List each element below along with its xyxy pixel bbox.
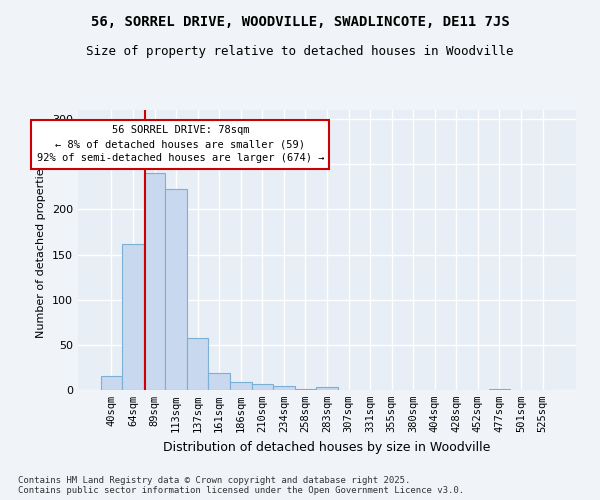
Bar bbox=[273, 386, 295, 390]
Y-axis label: Number of detached properties: Number of detached properties bbox=[37, 162, 46, 338]
X-axis label: Distribution of detached houses by size in Woodville: Distribution of detached houses by size … bbox=[163, 440, 491, 454]
Bar bbox=[295, 389, 316, 390]
Bar bbox=[208, 373, 230, 390]
Text: Contains HM Land Registry data © Crown copyright and database right 2025.
Contai: Contains HM Land Registry data © Crown c… bbox=[18, 476, 464, 495]
Bar bbox=[316, 388, 338, 390]
Bar bbox=[251, 384, 273, 390]
Bar bbox=[187, 338, 208, 390]
Text: Size of property relative to detached houses in Woodville: Size of property relative to detached ho… bbox=[86, 45, 514, 58]
Bar bbox=[144, 173, 166, 390]
Bar bbox=[230, 382, 251, 390]
Bar bbox=[122, 244, 144, 390]
Bar bbox=[166, 190, 187, 390]
Bar bbox=[101, 376, 122, 390]
Text: 56 SORREL DRIVE: 78sqm
← 8% of detached houses are smaller (59)
92% of semi-deta: 56 SORREL DRIVE: 78sqm ← 8% of detached … bbox=[37, 126, 324, 164]
Bar bbox=[488, 389, 510, 390]
Text: 56, SORREL DRIVE, WOODVILLE, SWADLINCOTE, DE11 7JS: 56, SORREL DRIVE, WOODVILLE, SWADLINCOTE… bbox=[91, 15, 509, 29]
